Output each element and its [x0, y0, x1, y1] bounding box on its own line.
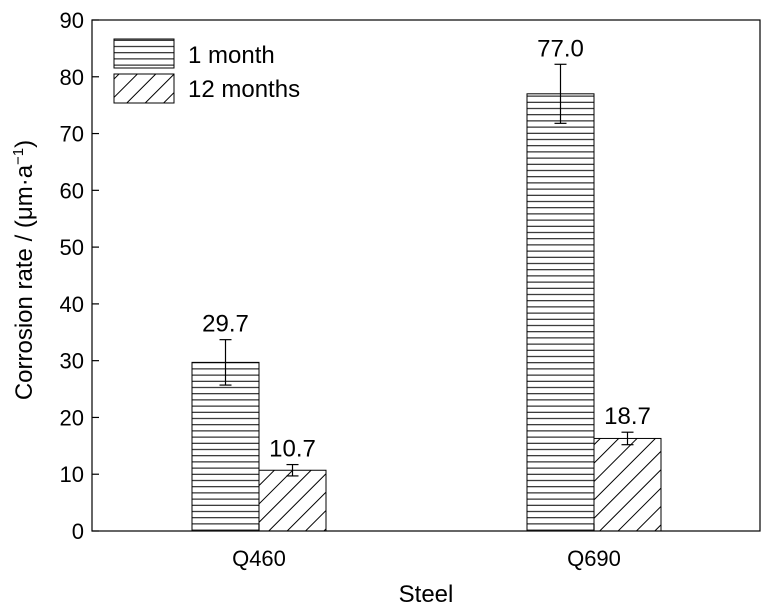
- x-axis-title: Steel: [399, 581, 454, 607]
- y-tick-label: 80: [60, 65, 84, 90]
- x-tick-label-q690: Q690: [567, 546, 621, 571]
- error-bar-q690-12-months: [621, 431, 634, 446]
- bar-series: [191, 93, 662, 532]
- y-axis-title-superscript: −1: [10, 148, 27, 165]
- y-tick-label: 10: [60, 462, 84, 487]
- x-tick-label-q460: Q460: [232, 546, 286, 571]
- data-label-q690-1-month: 77.0: [537, 35, 584, 62]
- error-bars: [219, 63, 634, 477]
- bar-q690-1-month: [526, 93, 595, 532]
- y-tick-label: 30: [60, 349, 84, 374]
- legend-label-1-month: 1 month: [188, 42, 275, 69]
- y-axis-title-end: ): [11, 140, 38, 148]
- bar-q460-12-months: [258, 469, 327, 532]
- legend-label-12-months: 12 months: [188, 76, 300, 103]
- data-label-q460-1-month: 29.7: [202, 311, 249, 338]
- legend: 1 month 12 months: [113, 38, 300, 104]
- y-axis-title-main: Corrosion rate / (μm·a: [11, 164, 38, 400]
- plot-frame: [91, 19, 761, 532]
- y-tick-label: 20: [60, 405, 84, 430]
- data-label-q460-12-months: 10.7: [269, 436, 316, 463]
- error-bar-q690-1-month: [554, 63, 567, 124]
- y-tick-label: 40: [60, 292, 84, 317]
- bar-q460-1-month: [191, 361, 260, 532]
- y-tick-label: 0: [72, 519, 84, 544]
- y-axis-ticks: 0 10 20 30 40 50 60 70 80 90: [60, 8, 99, 544]
- x-axis-ticks: Q460 Q690: [232, 524, 621, 571]
- error-bar-q460-1-month: [219, 339, 232, 386]
- legend-swatch-12-months: [113, 73, 175, 104]
- y-tick-label: 60: [60, 178, 84, 203]
- data-labels: 29.7 10.7 77.0 18.7: [202, 35, 651, 462]
- error-bar-q460-12-months: [286, 463, 299, 477]
- legend-swatch-1-month: [113, 38, 175, 69]
- data-label-q690-12-months: 18.7: [604, 403, 651, 430]
- y-tick-label: 50: [60, 235, 84, 260]
- y-axis-title: Corrosion rate / (μm·a−1): [10, 140, 38, 400]
- y-tick-label: 70: [60, 122, 84, 147]
- y-tick-label: 90: [60, 8, 84, 33]
- bar-q690-12-months: [593, 437, 662, 532]
